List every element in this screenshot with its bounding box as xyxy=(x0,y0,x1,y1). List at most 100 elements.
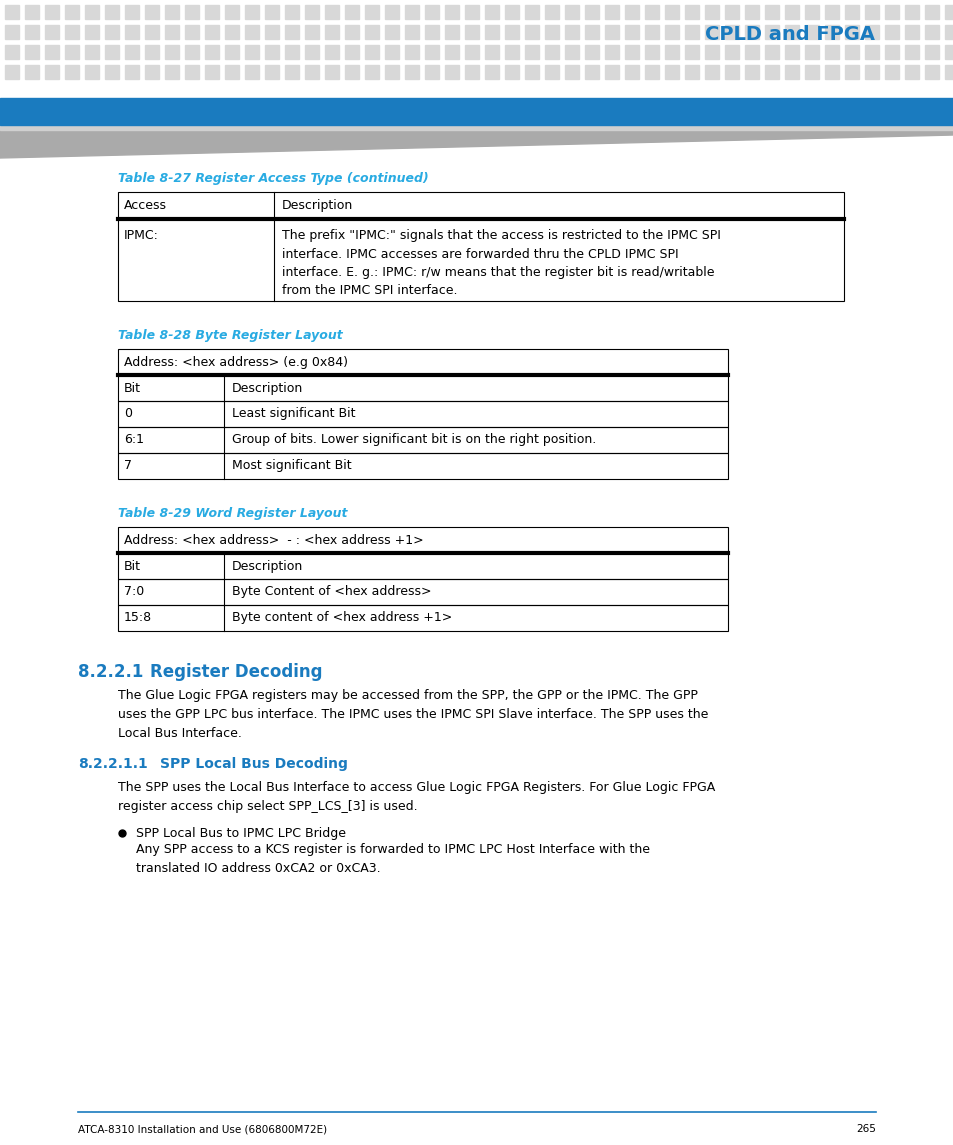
Text: 6:1: 6:1 xyxy=(124,433,144,447)
Bar xyxy=(444,25,458,39)
Bar xyxy=(684,25,699,39)
Bar xyxy=(125,45,139,60)
Bar xyxy=(385,5,398,19)
Bar xyxy=(185,45,199,60)
Bar xyxy=(65,25,79,39)
Bar xyxy=(764,5,779,19)
Bar xyxy=(684,5,699,19)
Bar xyxy=(424,65,438,79)
Bar xyxy=(644,45,659,60)
Bar xyxy=(564,45,578,60)
Text: Register Decoding: Register Decoding xyxy=(150,663,322,681)
Bar xyxy=(118,427,727,453)
Bar xyxy=(118,192,843,219)
Bar xyxy=(118,527,727,553)
Bar xyxy=(464,5,478,19)
Text: Most significant Bit: Most significant Bit xyxy=(232,459,352,472)
Bar xyxy=(524,25,538,39)
Bar xyxy=(944,25,953,39)
Bar xyxy=(345,5,358,19)
Bar xyxy=(884,45,898,60)
Bar xyxy=(744,25,759,39)
Bar xyxy=(564,5,578,19)
Bar xyxy=(784,65,799,79)
Bar xyxy=(764,25,779,39)
Text: SPP Local Bus Decoding: SPP Local Bus Decoding xyxy=(160,757,348,771)
Bar xyxy=(604,65,618,79)
Bar xyxy=(544,45,558,60)
Bar xyxy=(245,5,258,19)
Bar xyxy=(225,45,239,60)
Text: Table 8-28 Byte Register Layout: Table 8-28 Byte Register Layout xyxy=(118,329,342,342)
Bar xyxy=(924,25,938,39)
Bar xyxy=(405,5,418,19)
Bar xyxy=(664,45,679,60)
Bar xyxy=(25,5,39,19)
Bar xyxy=(484,25,498,39)
Bar xyxy=(145,25,159,39)
Bar xyxy=(504,25,518,39)
Bar xyxy=(764,65,779,79)
Bar xyxy=(844,45,858,60)
Bar xyxy=(504,45,518,60)
Bar xyxy=(804,45,818,60)
Bar xyxy=(464,65,478,79)
Text: 8.2.2.1.1: 8.2.2.1.1 xyxy=(78,757,148,771)
Bar xyxy=(245,45,258,60)
Text: Description: Description xyxy=(232,382,303,395)
Bar xyxy=(624,5,639,19)
Bar xyxy=(118,219,843,301)
Bar xyxy=(345,45,358,60)
Bar xyxy=(0,98,953,125)
Bar xyxy=(185,25,199,39)
Bar xyxy=(924,45,938,60)
Bar xyxy=(325,25,338,39)
Text: Bit: Bit xyxy=(124,560,141,572)
Bar xyxy=(5,45,19,60)
Text: 8.2.2.1: 8.2.2.1 xyxy=(78,663,143,681)
Bar xyxy=(165,5,179,19)
Bar xyxy=(884,65,898,79)
Bar xyxy=(824,5,838,19)
Bar xyxy=(145,45,159,60)
Bar xyxy=(365,65,378,79)
Bar xyxy=(664,65,679,79)
Bar xyxy=(225,25,239,39)
Bar xyxy=(405,45,418,60)
Bar xyxy=(624,45,639,60)
Bar xyxy=(385,65,398,79)
Bar xyxy=(305,5,318,19)
Bar xyxy=(185,5,199,19)
Bar xyxy=(245,25,258,39)
Bar xyxy=(45,5,59,19)
Bar xyxy=(604,5,618,19)
Bar xyxy=(624,65,639,79)
Bar xyxy=(85,65,99,79)
Bar xyxy=(524,45,538,60)
Bar xyxy=(325,65,338,79)
Bar xyxy=(824,65,838,79)
Bar xyxy=(265,65,278,79)
Bar xyxy=(904,45,918,60)
Bar xyxy=(145,5,159,19)
Bar xyxy=(544,65,558,79)
Text: The SPP uses the Local Bus Interface to access Glue Logic FPGA Registers. For Gl: The SPP uses the Local Bus Interface to … xyxy=(118,781,715,813)
Polygon shape xyxy=(0,131,953,158)
Bar xyxy=(624,25,639,39)
Text: 265: 265 xyxy=(855,1124,875,1134)
Bar xyxy=(118,579,727,605)
Bar xyxy=(424,5,438,19)
Text: ATCA-8310 Installation and Use (6806800M72E): ATCA-8310 Installation and Use (6806800M… xyxy=(78,1124,327,1134)
Bar xyxy=(205,65,219,79)
Bar xyxy=(118,605,727,631)
Bar xyxy=(524,5,538,19)
Bar xyxy=(844,5,858,19)
Text: Address: <hex address> (e.g 0x84): Address: <hex address> (e.g 0x84) xyxy=(124,356,348,369)
Bar xyxy=(45,65,59,79)
Bar xyxy=(544,25,558,39)
Bar xyxy=(484,45,498,60)
Bar xyxy=(444,5,458,19)
Bar xyxy=(225,5,239,19)
Bar xyxy=(944,5,953,19)
Bar xyxy=(145,65,159,79)
